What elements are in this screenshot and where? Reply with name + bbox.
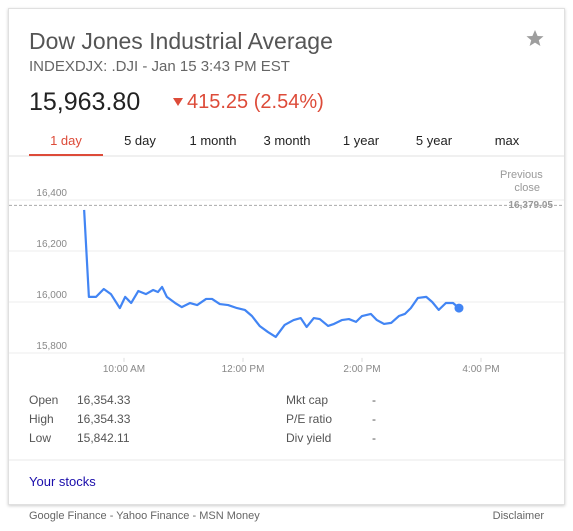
x-tick-label: 10:00 AM xyxy=(103,364,145,375)
price: 15,963.80 xyxy=(29,88,141,116)
y-tick-label: 16,400 xyxy=(36,188,67,199)
stat-label: Open xyxy=(29,393,59,407)
tab[interactable]: 1 year xyxy=(342,133,380,148)
previous-close-value: 16,379.05 xyxy=(508,200,554,212)
previous-close-label: Previous close xyxy=(500,169,543,194)
price-change: 415.25 (2.54%) xyxy=(187,91,324,113)
stat-label: High xyxy=(29,412,54,426)
tab[interactable]: 1 day xyxy=(50,133,82,148)
x-tick-label: 12:00 PM xyxy=(222,364,265,375)
your-stocks-link[interactable]: Your stocks xyxy=(29,474,96,489)
finance-card xyxy=(8,8,565,505)
title: Dow Jones Industrial Average xyxy=(29,28,333,54)
stat-label: Low xyxy=(29,431,52,445)
x-tick-label: 4:00 PM xyxy=(462,364,499,375)
stat-label: P/E ratio xyxy=(286,412,333,426)
x-tick-label: 2:00 PM xyxy=(343,364,380,375)
price-line xyxy=(83,209,460,339)
tab[interactable]: 3 month xyxy=(263,133,311,148)
source-links[interactable]: Google Finance - Yahoo Finance - MSN Mon… xyxy=(29,510,260,522)
tab[interactable]: max xyxy=(494,133,520,148)
stat-value: - xyxy=(372,393,376,407)
star-icon[interactable] xyxy=(526,30,544,46)
tab[interactable]: 5 year xyxy=(415,133,453,148)
tab[interactable]: 1 month xyxy=(189,133,237,148)
y-tick-label: 16,000 xyxy=(36,290,67,301)
last-point xyxy=(454,303,464,313)
y-tick-label: 16,200 xyxy=(36,239,67,250)
stat-value: 15,842.11 xyxy=(77,431,130,445)
subtitle: INDEXDJX: .DJI - Jan 15 3:43 PM EST xyxy=(29,58,290,75)
stat-value: 16,354.33 xyxy=(77,393,131,407)
y-tick-label: 15,800 xyxy=(36,341,67,352)
tab-indicator xyxy=(29,154,103,156)
stat-label: Mkt cap xyxy=(286,393,329,407)
stat-value: 16,354.33 xyxy=(77,412,131,426)
stat-value: - xyxy=(372,431,376,445)
stat-label: Div yield xyxy=(286,431,332,445)
tab[interactable]: 5 day xyxy=(124,133,156,148)
disclaimer-link[interactable]: Disclaimer xyxy=(492,510,544,522)
stat-value: - xyxy=(372,412,376,426)
down-arrow xyxy=(173,98,183,106)
